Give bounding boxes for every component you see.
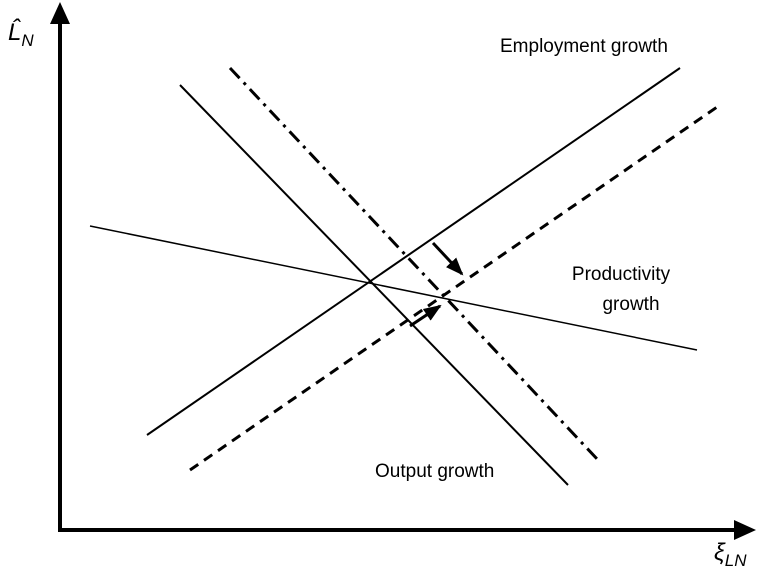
y-axis-arrow: [50, 2, 70, 24]
x-axis-label-base: ξ: [714, 539, 726, 566]
output-label: Output growth: [375, 461, 494, 482]
shifted-output-line: [228, 66, 600, 462]
y-axis-label: L̂N: [8, 18, 34, 50]
y-axis-label-sub: N: [21, 31, 34, 50]
x-axis-label-sub: LN: [725, 551, 747, 570]
x-axis-arrow: [734, 520, 756, 540]
productivity-label: growth: [602, 294, 659, 315]
employment-label: Employment growth: [500, 36, 668, 57]
employment-line: [146, 67, 681, 436]
y-axis-label-base: L̂: [8, 18, 21, 46]
productivity-line: [89, 225, 698, 351]
shift-arrow: [431, 241, 464, 276]
shift-arrow: [409, 304, 442, 328]
output-line: [179, 84, 569, 486]
x-axis-label: ξLN: [714, 539, 747, 570]
shifted-employment-line: [189, 103, 721, 472]
productivity-label: Productivity: [572, 264, 671, 285]
